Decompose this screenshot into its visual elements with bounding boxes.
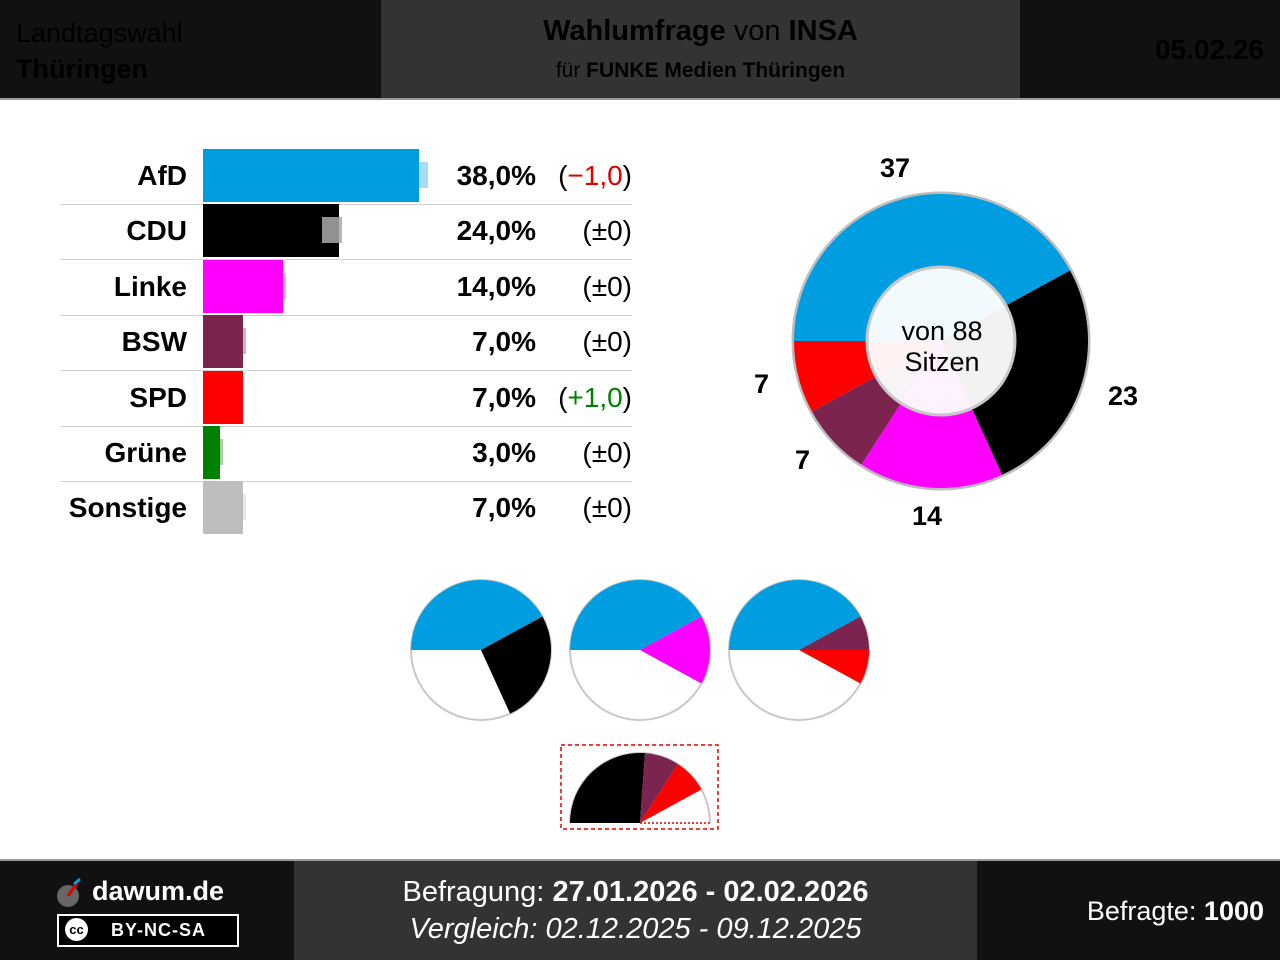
value-label: 7,0% bbox=[472, 381, 536, 413]
client-prefix: für bbox=[555, 59, 587, 82]
change-text: (±0) bbox=[582, 326, 632, 358]
seat-label-spd: 7 bbox=[754, 369, 770, 399]
change-label: (+1,0) bbox=[558, 382, 632, 414]
seat-label-bsw: 7 bbox=[795, 445, 811, 475]
seat-label-afd: 37 bbox=[880, 153, 911, 183]
bar-value bbox=[203, 370, 243, 424]
value-label: 3,0% bbox=[472, 437, 536, 468]
party-row: Sonstige 7,0% (±0) bbox=[60, 481, 632, 536]
party-row: CDU 24,0% (±0) bbox=[60, 204, 632, 261]
coalition-slice-afd bbox=[570, 580, 702, 650]
donut-center-label: von 88 Sitzen bbox=[867, 316, 1017, 378]
header-center-panel bbox=[381, 0, 1020, 98]
change-label: (±0) bbox=[582, 215, 632, 247]
party-name: SPD bbox=[129, 381, 187, 413]
party-name: AfD bbox=[137, 160, 187, 191]
bar-value bbox=[203, 315, 243, 369]
party-name: Linke bbox=[113, 270, 187, 302]
change-text: (±0) bbox=[582, 437, 632, 468]
seat-label-linke: 14 bbox=[912, 501, 943, 531]
highlight-frame bbox=[560, 744, 719, 830]
poll-institute: INSA bbox=[788, 15, 858, 47]
donut-hole bbox=[865, 265, 1017, 417]
survey-period: Befragung: 27.01.2026 - 02.02.2026 bbox=[294, 876, 977, 909]
bar-previous-marker bbox=[322, 217, 343, 244]
client-name: FUNKE Medien Thüringen bbox=[586, 59, 846, 82]
bar-previous-marker bbox=[203, 439, 224, 465]
poll-client: für FUNKE Medien Thüringen bbox=[381, 59, 1020, 83]
change-label: (±0) bbox=[582, 326, 632, 358]
bar-value bbox=[203, 259, 283, 313]
respondents-count: 1000 bbox=[1203, 896, 1264, 926]
cc-icon: cc bbox=[65, 918, 88, 941]
bar-value bbox=[203, 481, 243, 535]
coalition-slice-bsw bbox=[640, 753, 678, 823]
coalition-slice-cdu bbox=[481, 616, 551, 714]
footer-divider bbox=[0, 859, 1280, 861]
change-label: (−1,0) bbox=[558, 160, 632, 192]
party-row: SPD 7,0% (+1,0) bbox=[60, 370, 632, 427]
party-row: BSW 7,0% (±0) bbox=[60, 315, 632, 372]
comparison-period: Vergleich: 02.12.2025 - 09.12.2025 bbox=[409, 913, 862, 945]
coalition-slice-afd bbox=[728, 579, 861, 650]
bar-previous-marker bbox=[225, 494, 246, 521]
dawum-logo-icon bbox=[57, 877, 81, 907]
change-text: (±0) bbox=[582, 270, 632, 302]
party-row: Linke 14,0% (±0) bbox=[60, 259, 632, 316]
party-row: Grüne 3,0% (±0) bbox=[60, 426, 632, 482]
coalition-slice-linke bbox=[640, 616, 710, 684]
seat-label-cdu: 23 bbox=[1108, 381, 1139, 411]
value-label: 14,0% bbox=[456, 270, 536, 302]
value-label: 38,0% bbox=[456, 160, 536, 191]
poll-title: Wahlumfrage von INSA bbox=[381, 15, 1020, 48]
bar-previous-marker bbox=[225, 328, 246, 355]
coalition-slice-spd bbox=[640, 764, 702, 823]
party-name: Grüne bbox=[104, 437, 187, 468]
bar-previous-marker bbox=[220, 383, 241, 410]
bar-value bbox=[203, 204, 340, 258]
license-text: BY-NC-SA bbox=[111, 920, 207, 940]
coalition-slice-bsw bbox=[799, 616, 869, 650]
election-type: Landtagswahl bbox=[16, 18, 183, 48]
party-name: BSW bbox=[121, 326, 187, 358]
center-line-2: Sitzen bbox=[904, 347, 980, 377]
poll-title-word: Wahlumfrage bbox=[543, 15, 726, 47]
party-name: Sonstige bbox=[68, 492, 187, 524]
party-row: AfD 38,0% (−1,0) bbox=[60, 149, 632, 205]
coalition-slice-spd bbox=[799, 650, 869, 684]
site-link[interactable]: dawum.de bbox=[92, 876, 225, 906]
change-text: (±0) bbox=[582, 492, 632, 524]
publish-date: 05.02.26 bbox=[1155, 34, 1264, 65]
header-divider bbox=[0, 98, 1280, 100]
change-text: (−1,0) bbox=[558, 160, 632, 191]
bar-value bbox=[203, 426, 221, 479]
value-label: 7,0% bbox=[472, 492, 536, 524]
state-name: Thüringen bbox=[16, 54, 148, 84]
footer-center-panel bbox=[294, 861, 977, 960]
value-label: 7,0% bbox=[472, 326, 536, 358]
poll-title-mid: von bbox=[725, 15, 789, 47]
bar-previous-marker bbox=[265, 272, 286, 299]
coalition-slice-afd bbox=[411, 580, 543, 650]
respondents: Befragte: 1000 bbox=[1087, 896, 1264, 927]
value-label: 24,0% bbox=[456, 215, 536, 247]
survey-dates: 27.01.2026 - 02.02.2026 bbox=[552, 876, 869, 908]
change-text: (±0) bbox=[582, 215, 632, 247]
change-label: (±0) bbox=[582, 437, 632, 469]
license-badge[interactable]: cc BY-NC-SA bbox=[57, 914, 239, 947]
change-label: (±0) bbox=[582, 492, 632, 524]
bar-previous-marker bbox=[407, 162, 428, 188]
party-name: CDU bbox=[126, 215, 187, 247]
survey-label: Befragung: bbox=[402, 876, 553, 908]
center-line-1: von 88 bbox=[901, 316, 983, 346]
coalition-slice-cdu bbox=[570, 752, 645, 823]
change-text: (+1,0) bbox=[558, 381, 632, 413]
bar-value bbox=[203, 149, 419, 202]
respondents-label: Befragte: bbox=[1086, 896, 1204, 926]
change-label: (±0) bbox=[582, 271, 632, 303]
